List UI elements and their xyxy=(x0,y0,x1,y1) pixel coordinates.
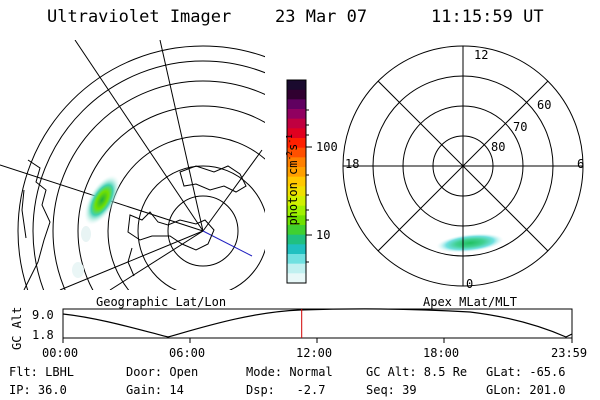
mlt-label-0: 0 xyxy=(466,277,474,291)
apex-caption: Apex MLat/MLT xyxy=(423,295,517,309)
colorbar-segment xyxy=(287,147,306,158)
footer-mode: Mode: Normal xyxy=(246,365,333,379)
xtick-00-00: 00:00 xyxy=(42,346,79,360)
colorbar-segment xyxy=(287,157,306,168)
footer-glat: GLat: -65.6 xyxy=(486,365,566,379)
colorbar-segment xyxy=(287,234,306,245)
colorbar-segment xyxy=(287,225,306,236)
footer-seq: Seq: 39 xyxy=(366,383,417,397)
aurora-emission-left xyxy=(84,174,120,226)
aurora-emission-right xyxy=(436,233,504,253)
altitude-ytick-9: 9.0 xyxy=(32,308,54,322)
colorbar-segment xyxy=(287,80,306,91)
instrument-title: Ultraviolet Imager xyxy=(47,7,232,27)
mlt-label-6: 6 xyxy=(577,157,585,171)
footer-gcalt: GC Alt: 8.5 Re xyxy=(366,365,468,379)
footer-dsp: Dsp: -2.7 xyxy=(246,383,326,397)
colorbar-segment xyxy=(287,89,306,100)
colorbar-segment xyxy=(287,244,306,255)
colorbar-segment xyxy=(287,263,306,274)
footer-glon: GLon: 201.0 xyxy=(486,383,566,397)
colorbar-segment xyxy=(287,254,306,265)
xtick-23-59: 23:59 xyxy=(551,346,588,360)
colorbar-segment xyxy=(287,215,306,226)
time-label: 11:15:59 UT xyxy=(431,7,544,27)
xtick-06-00: 06:00 xyxy=(169,346,206,360)
colorbar-tick-10: 10 xyxy=(316,228,331,242)
geographic-map xyxy=(0,40,265,290)
colorbar-segment xyxy=(287,167,306,178)
colorbar-segment xyxy=(287,109,306,120)
xtick-12-00: 12:00 xyxy=(296,346,333,360)
colorbar-segment xyxy=(287,118,306,129)
altitude-plot xyxy=(62,308,573,343)
colorbar xyxy=(287,80,306,284)
colorbar-unit-label: photon cm-2s-1 xyxy=(285,134,300,226)
colorbar-segment xyxy=(287,186,306,197)
altitude-ytick-1-8: 1.8 xyxy=(32,328,54,342)
colorbar-segment xyxy=(287,273,306,284)
lat-label-70: 70 xyxy=(513,120,528,134)
colorbar-tick-100: 100 xyxy=(316,140,338,154)
footer-ip: IP: 36.0 xyxy=(9,383,67,397)
colorbar-segment xyxy=(287,128,306,139)
lat-label-80: 80 xyxy=(491,140,506,154)
colorbar-segment xyxy=(287,138,306,149)
colorbar-segment xyxy=(287,99,306,110)
mlt-label-18: 18 xyxy=(345,157,360,171)
footer-gain: Gain: 14 xyxy=(126,383,184,397)
colorbar-segment xyxy=(287,196,306,207)
footer-flt: Flt: LBHL xyxy=(9,365,75,379)
date-label: 23 Mar 07 xyxy=(275,7,368,27)
lat-label-60: 60 xyxy=(537,98,552,112)
mlt-label-12: 12 xyxy=(474,48,489,62)
geographic-caption: Geographic Lat/Lon xyxy=(96,295,227,309)
colorbar-segment xyxy=(287,205,306,216)
footer-door: Door: Open xyxy=(126,365,199,379)
altitude-ylabel: GC Alt xyxy=(10,306,24,350)
xtick-18-00: 18:00 xyxy=(423,346,460,360)
apex-polar-plot xyxy=(342,45,584,287)
colorbar-segment xyxy=(287,176,306,187)
